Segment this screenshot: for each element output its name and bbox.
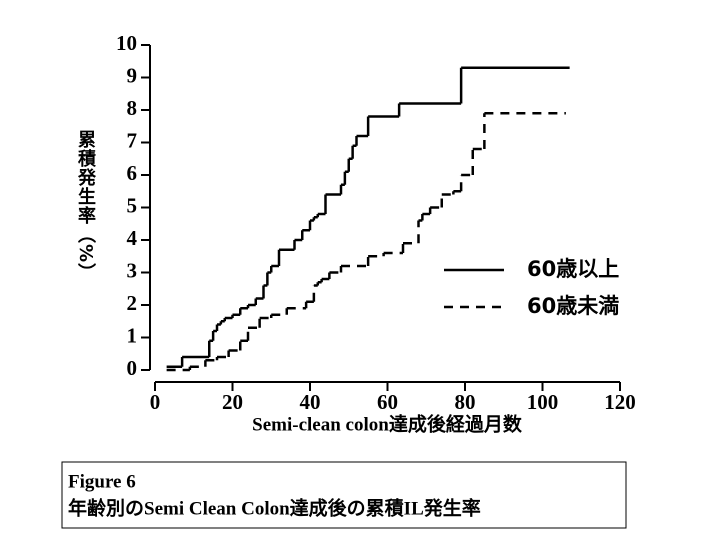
x-tick-label: 80 <box>455 390 476 414</box>
caption-box <box>61 461 627 529</box>
x-tick-label: 0 <box>150 390 161 414</box>
x-tick-label: 20 <box>222 390 243 414</box>
x-tick-label: 40 <box>300 390 321 414</box>
caption: 年齢別のSemi Clean Colon達成後の累積IL発生率 <box>68 496 481 519</box>
y-tick-label: 7 <box>127 128 138 152</box>
y-tick-label: 0 <box>127 356 138 380</box>
figure-label: Figure 6 <box>68 471 136 492</box>
y-tick-label: 10 <box>116 31 137 55</box>
y-tick-label: 5 <box>127 193 138 217</box>
legend-label: 60歳未満 <box>527 294 619 318</box>
y-tick-label: 6 <box>127 161 138 185</box>
y-tick-label: 8 <box>127 96 138 120</box>
x-tick-label: 60 <box>377 390 398 414</box>
x-tick-label: 120 <box>604 390 636 414</box>
y-tick-label: 1 <box>127 323 138 347</box>
y-tick-label: 3 <box>127 258 138 282</box>
y-tick-label: 2 <box>127 291 138 315</box>
y-tick-label: 9 <box>127 63 138 87</box>
x-tick-label: 100 <box>527 390 559 414</box>
x-axis-label: Semi-clean colon達成後経過月数 <box>252 412 523 435</box>
legend-label: 60歳以上 <box>527 257 619 281</box>
y-tick-label: 4 <box>127 226 138 250</box>
y-axis-label: 累積発生率（%） <box>75 130 97 282</box>
